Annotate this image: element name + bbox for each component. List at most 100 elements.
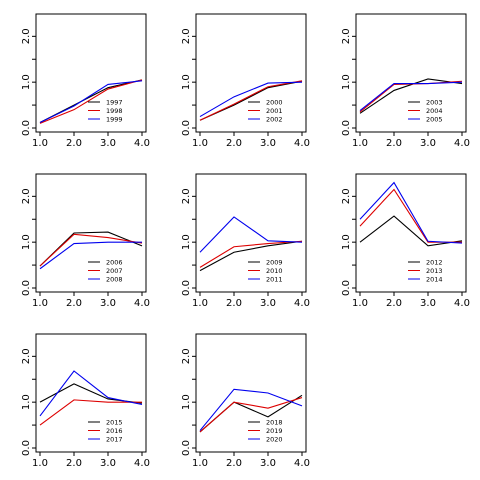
- series-line-1999: [39, 80, 143, 123]
- x-tick-label: 1.0: [352, 298, 368, 309]
- legend-label: 2006: [106, 258, 123, 266]
- legend-label: 2013: [426, 267, 443, 275]
- x-tick-label: 2.0: [386, 138, 402, 149]
- y-tick-label: 1.0: [341, 234, 352, 250]
- series-line-2019: [199, 397, 303, 433]
- x-tick-label: 1.0: [32, 458, 48, 469]
- legend-label: 1997: [106, 98, 123, 106]
- x-tick-label: 1.0: [192, 298, 208, 309]
- x-tick-label: 2.0: [66, 298, 82, 309]
- y-tick-label: 0.0: [21, 440, 32, 456]
- legend-label: 2016: [106, 427, 123, 435]
- series-line-2004: [359, 80, 463, 113]
- y-tick-label: 0.0: [181, 120, 192, 136]
- legend-label: 2015: [106, 418, 123, 426]
- y-tick-label: 1.0: [341, 74, 352, 90]
- x-tick-label: 4.0: [454, 138, 470, 149]
- x-tick-label: 1.0: [192, 458, 208, 469]
- legend-label: 2012: [426, 258, 443, 266]
- series-line-1997: [39, 79, 143, 123]
- legend-label: 2010: [266, 267, 283, 275]
- series-line-2013: [359, 188, 462, 243]
- series-line-2011: [199, 216, 303, 253]
- plot-frame: [35, 13, 147, 133]
- x-tick-label: 2.0: [386, 298, 402, 309]
- legend-label: 2008: [106, 275, 123, 283]
- legend-label: 2000: [266, 98, 283, 106]
- series-line-2018: [199, 394, 303, 433]
- x-tick-label: 2.0: [66, 458, 82, 469]
- series-line-1998: [39, 79, 143, 124]
- x-tick-label: 4.0: [134, 298, 150, 309]
- x-tick-label: 4.0: [294, 138, 310, 149]
- x-tick-label: 2.0: [226, 298, 242, 309]
- legend-label: 1998: [106, 107, 123, 115]
- series-line-2000: [199, 80, 303, 121]
- legend-label: 2020: [266, 435, 283, 443]
- x-tick-label: 4.0: [294, 298, 310, 309]
- x-tick-label: 3.0: [420, 138, 436, 149]
- legend-label: 2005: [426, 115, 443, 123]
- x-tick-label: 4.0: [454, 298, 470, 309]
- plot-frame: [195, 173, 307, 293]
- x-tick-label: 4.0: [294, 458, 310, 469]
- series-line-2015: [39, 383, 143, 404]
- x-tick-label: 2.0: [226, 138, 242, 149]
- y-tick-label: 1.0: [181, 74, 192, 90]
- x-tick-label: 2.0: [226, 458, 242, 469]
- series-line-2001: [199, 80, 303, 121]
- legend-label: 2018: [266, 418, 283, 426]
- x-tick-label: 3.0: [260, 458, 276, 469]
- x-tick-label: 3.0: [260, 138, 276, 149]
- series-line-2014: [359, 181, 463, 244]
- y-tick-label: 2.0: [181, 348, 192, 364]
- y-tick-label: 0.0: [21, 280, 32, 296]
- legend-label: 2019: [266, 427, 283, 435]
- y-tick-label: 0.0: [341, 120, 352, 136]
- plot-frame: [355, 173, 467, 293]
- x-tick-label: 1.0: [32, 138, 48, 149]
- series-line-2006: [39, 231, 143, 267]
- legend-label: 2011: [266, 275, 283, 283]
- legend-label: 2001: [266, 107, 283, 115]
- legend-label: 2017: [106, 435, 123, 443]
- x-tick-label: 3.0: [100, 138, 116, 149]
- x-tick-label: 3.0: [100, 458, 116, 469]
- series-line-2012: [359, 215, 463, 247]
- plot-frame: [195, 13, 307, 133]
- series-line-2008: [39, 241, 142, 270]
- y-tick-label: 0.0: [341, 280, 352, 296]
- x-tick-label: 3.0: [100, 298, 116, 309]
- x-tick-label: 4.0: [134, 458, 150, 469]
- legend-label: 2014: [426, 275, 443, 283]
- series-line-2005: [359, 81, 463, 112]
- plot-frame: [195, 333, 307, 453]
- series-line-2002: [199, 81, 303, 118]
- x-tick-label: 4.0: [134, 138, 150, 149]
- legend-label: 2004: [426, 107, 443, 115]
- plot-frame: [35, 333, 147, 453]
- y-tick-label: 1.0: [21, 394, 32, 410]
- legend-label: 2009: [266, 258, 283, 266]
- x-tick-label: 1.0: [352, 138, 368, 149]
- y-tick-label: 2.0: [341, 188, 352, 204]
- y-tick-label: 2.0: [181, 188, 192, 204]
- series-line-2010: [199, 240, 303, 268]
- y-tick-label: 1.0: [21, 234, 32, 250]
- x-tick-label: 1.0: [192, 138, 208, 149]
- legend-label: 2003: [426, 98, 443, 106]
- series-line-2017: [39, 370, 143, 417]
- legend-label: 2002: [266, 115, 283, 123]
- y-tick-label: 2.0: [21, 28, 32, 44]
- plot-frame: [355, 13, 467, 133]
- y-tick-label: 0.0: [181, 440, 192, 456]
- plot-frame: [35, 173, 147, 293]
- x-tick-label: 2.0: [66, 138, 82, 149]
